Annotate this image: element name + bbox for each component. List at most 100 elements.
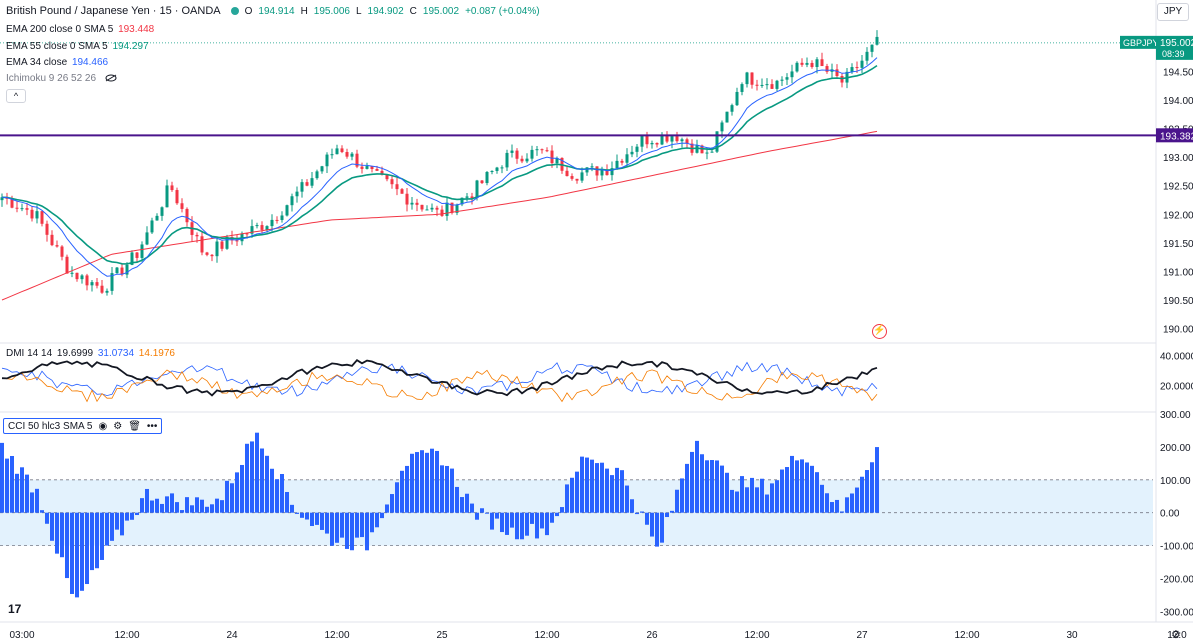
candle-body (765, 84, 769, 86)
cci-bar (685, 463, 689, 513)
lightning-icon[interactable]: ⚡ (872, 324, 887, 339)
cci-bar (330, 512, 334, 546)
ema34-legend[interactable]: EMA 34 close 194.466 (6, 57, 110, 68)
candle-body (50, 234, 54, 246)
ema200-value: 193.448 (118, 24, 155, 35)
symbol-tag (1120, 35, 1156, 49)
candle-body (330, 154, 334, 156)
cci-bar (490, 512, 494, 530)
candle-body (30, 209, 34, 219)
ichimoku-legend[interactable]: Ichimoku 9 26 52 26 (6, 73, 117, 84)
candle-body (810, 62, 814, 67)
cci-bar (15, 473, 19, 513)
cci-bar (275, 479, 279, 513)
cci-bar (440, 465, 444, 513)
candle-body (805, 62, 809, 65)
candle-body (850, 67, 854, 72)
ema55-line (1, 64, 878, 265)
cci-bar (570, 477, 574, 513)
candle-body (455, 204, 459, 213)
cci-bar (790, 455, 794, 513)
ohlc-c-label: C (409, 5, 417, 17)
candle-body (650, 142, 654, 145)
candle-body (45, 223, 49, 235)
cci-bar (750, 477, 754, 513)
ema55-label: EMA 55 close 0 SMA 5 (6, 41, 108, 52)
cci-bar (220, 500, 224, 513)
cci-bar (795, 460, 799, 513)
cci-bar (785, 467, 789, 513)
cci-bar (190, 505, 194, 513)
cci-bar (820, 484, 824, 513)
candle-body (715, 131, 719, 152)
cci-bar (595, 463, 599, 513)
cci-bar (100, 512, 104, 560)
price-tick-label: 193.000 (1163, 153, 1193, 164)
candle-body (210, 254, 214, 257)
eye-icon[interactable]: ◉ (98, 420, 108, 432)
collapse-legend-button[interactable]: ^ (6, 89, 26, 103)
candle-body (745, 72, 749, 85)
cci-bar (495, 512, 499, 519)
cci-bar (555, 512, 559, 517)
symbol-title[interactable]: British Pound / Japanese Yen · 15 · OAND… (6, 5, 221, 17)
ema55-legend[interactable]: EMA 55 close 0 SMA 5 194.297 (6, 41, 151, 52)
candle-body (390, 179, 394, 185)
candle-body (800, 62, 804, 65)
settings-icon[interactable]: ⚙ (113, 420, 123, 432)
candle-body (820, 59, 824, 67)
cci-bar (230, 483, 234, 513)
candle-body (420, 204, 424, 210)
candle-body (630, 151, 634, 155)
candle-body (485, 172, 489, 184)
price-tick-label: 191.500 (1163, 239, 1193, 250)
cci-bar (30, 492, 34, 513)
time-tick-label: 12:00 (954, 630, 979, 641)
candle-body (205, 252, 209, 255)
cci-bar (5, 458, 9, 513)
candle-body (220, 241, 224, 249)
dmi-legend[interactable]: DMI 14 14 19.6999 31.0734 14.1976 (6, 348, 177, 359)
gear-icon[interactable]: ⚙ (1171, 629, 1181, 641)
eye-hidden-icon[interactable] (105, 74, 117, 82)
candle-body (170, 185, 174, 191)
cci-bar (860, 476, 864, 513)
price-tick-label: 190.000 (1163, 325, 1193, 336)
cci-bar (375, 512, 379, 528)
cci-bar (805, 462, 809, 513)
candle-body (785, 77, 789, 80)
candle-body (685, 139, 689, 144)
candle-body (575, 178, 579, 181)
cci-bar (365, 512, 369, 551)
trash-icon[interactable]: 🗑 (128, 420, 141, 432)
currency-button[interactable]: JPY (1157, 3, 1189, 21)
time-tick-label: 27 (856, 630, 868, 641)
cci-bar (710, 460, 714, 513)
more-icon[interactable]: ••• (146, 420, 158, 432)
ema200-label: EMA 200 close 0 SMA 5 (6, 24, 114, 35)
cci-bar (475, 512, 479, 520)
adx-line (1, 359, 878, 397)
price-tick-label: 194.500 (1163, 67, 1193, 78)
candle-body (545, 150, 549, 152)
candle-body (480, 180, 484, 184)
ema200-legend[interactable]: EMA 200 close 0 SMA 5 193.448 (6, 24, 156, 35)
cci-legend[interactable]: CCI 50 hlc3 SMA 5 ◉ ⚙ 🗑 ••• (3, 418, 163, 434)
cci-bar (840, 511, 844, 513)
cci-tick-label: 100.00 (1160, 476, 1191, 487)
cci-bar (305, 512, 309, 520)
candle-body (430, 207, 434, 210)
candle-body (195, 234, 199, 237)
cci-bar (170, 493, 174, 513)
candle-body (680, 139, 684, 142)
tradingview-logo[interactable]: 17 (8, 602, 22, 616)
cci-bar (625, 485, 629, 513)
cci-bar (255, 432, 259, 513)
cci-bar (855, 487, 859, 513)
candle-body (160, 207, 164, 216)
cci-bar (465, 493, 469, 513)
cci-bar (235, 472, 239, 513)
candle-body (255, 225, 259, 227)
candle-body (590, 166, 594, 168)
